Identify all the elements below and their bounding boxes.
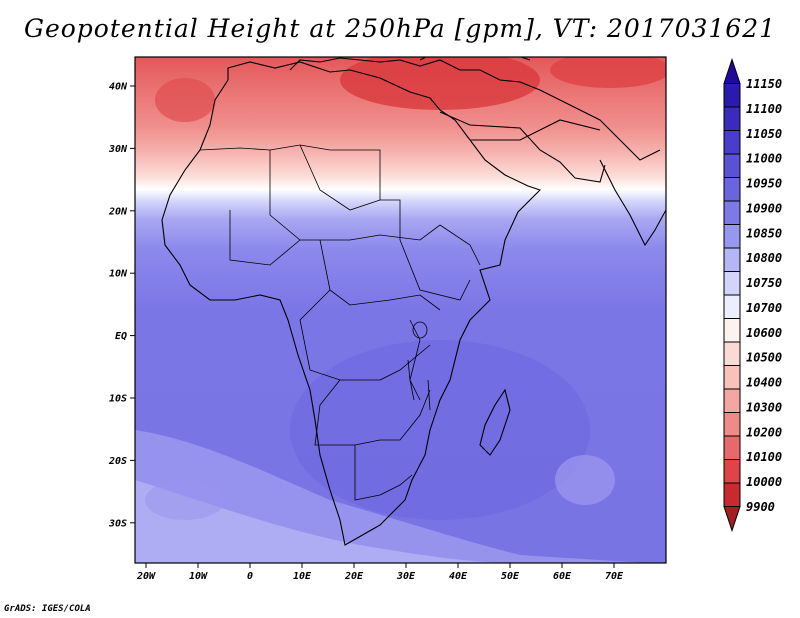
colorbar-box [723, 412, 741, 437]
colorbar-box [723, 247, 741, 272]
colorbar-box [723, 388, 741, 413]
y-tick-label: 10S [109, 394, 127, 405]
colorbar-box [723, 271, 741, 296]
x-tick-label: 10E [293, 571, 312, 582]
colorbar-box [723, 365, 741, 390]
colorbar-box [723, 294, 741, 319]
colorbar-box [723, 153, 741, 178]
x-tick-label: 30E [396, 571, 416, 582]
map-title: Geopotential Height at 250hPa [gpm], VT:… [23, 14, 777, 43]
colorbar-label: 10700 [746, 301, 782, 315]
x-tick-label: 60E [553, 571, 572, 582]
colorbar-label: 10950 [746, 177, 782, 191]
coastlines [161, 57, 666, 546]
colorbar-label: 10000 [746, 475, 782, 489]
colorbar-label: 10600 [746, 326, 782, 340]
y-tick-label: 30N [108, 144, 128, 155]
y-tick-label: 30S [108, 518, 127, 529]
colorbar-box [723, 459, 741, 484]
x-tick-label: 10W [189, 571, 208, 582]
x-axis-ticks: 20W 10W 0 10E 20E 30E 40E 50E 60E 70E [136, 563, 624, 582]
colorbar-box [723, 130, 741, 155]
y-tick-label: 20N [108, 206, 128, 217]
colorbar-label: 10400 [746, 376, 782, 390]
x-tick-label: 0 [247, 571, 253, 582]
colorbar-box [723, 482, 741, 507]
colorbar-label: 10500 [746, 351, 782, 365]
y-tick-label: 10N [109, 269, 128, 280]
colorbar-label: 11000 [746, 152, 782, 166]
colorbar-box [723, 200, 741, 225]
credit-label: GrADS: IGES/COLA [4, 604, 91, 614]
colorbar-box [723, 83, 741, 108]
colorbar-bottom-arrow [723, 506, 741, 533]
colorbar-box [723, 106, 741, 131]
colorbar-box [723, 224, 741, 249]
x-tick-label: 70E [605, 571, 624, 582]
colorbar-label: 11100 [746, 102, 782, 116]
colorbar-label: 10300 [746, 400, 782, 414]
colorbar-label: 10850 [746, 226, 782, 240]
y-tick-label: EQ [115, 331, 127, 342]
plot-frame [134, 56, 667, 564]
colorbar-label: 9900 [746, 500, 775, 514]
x-tick-label: 20E [344, 571, 364, 582]
x-tick-label: 20W [136, 571, 156, 582]
lakes [407, 321, 431, 411]
colorbar-box [723, 341, 741, 366]
colorbar: 9900 10000 10100 10200 10300 10400 10500 10600 1… [723, 57, 782, 533]
map-field [135, 57, 666, 563]
colorbar-box [723, 435, 741, 460]
colorbar-label: 11050 [746, 127, 782, 141]
colorbar-label: 10750 [746, 276, 782, 290]
y-tick-label: 40N [109, 82, 128, 93]
colorbar-label: 11150 [746, 77, 782, 91]
colorbar-top-arrow [723, 57, 741, 84]
x-tick-label: 50E [501, 571, 520, 582]
colorbar-box [723, 318, 741, 343]
x-tick-label: 40E [449, 571, 468, 582]
colorbar-label: 10900 [746, 201, 782, 215]
y-axis-ticks: 40N 30N 20N 10N EQ 10S 20S 30S [108, 82, 135, 529]
colorbar-label: 10200 [746, 425, 782, 439]
y-tick-label: 20S [108, 456, 127, 467]
colorbar-box [723, 177, 741, 202]
colorbar-label: 10800 [746, 251, 782, 265]
borders [199, 144, 481, 501]
colorbar-label: 10100 [746, 450, 782, 464]
